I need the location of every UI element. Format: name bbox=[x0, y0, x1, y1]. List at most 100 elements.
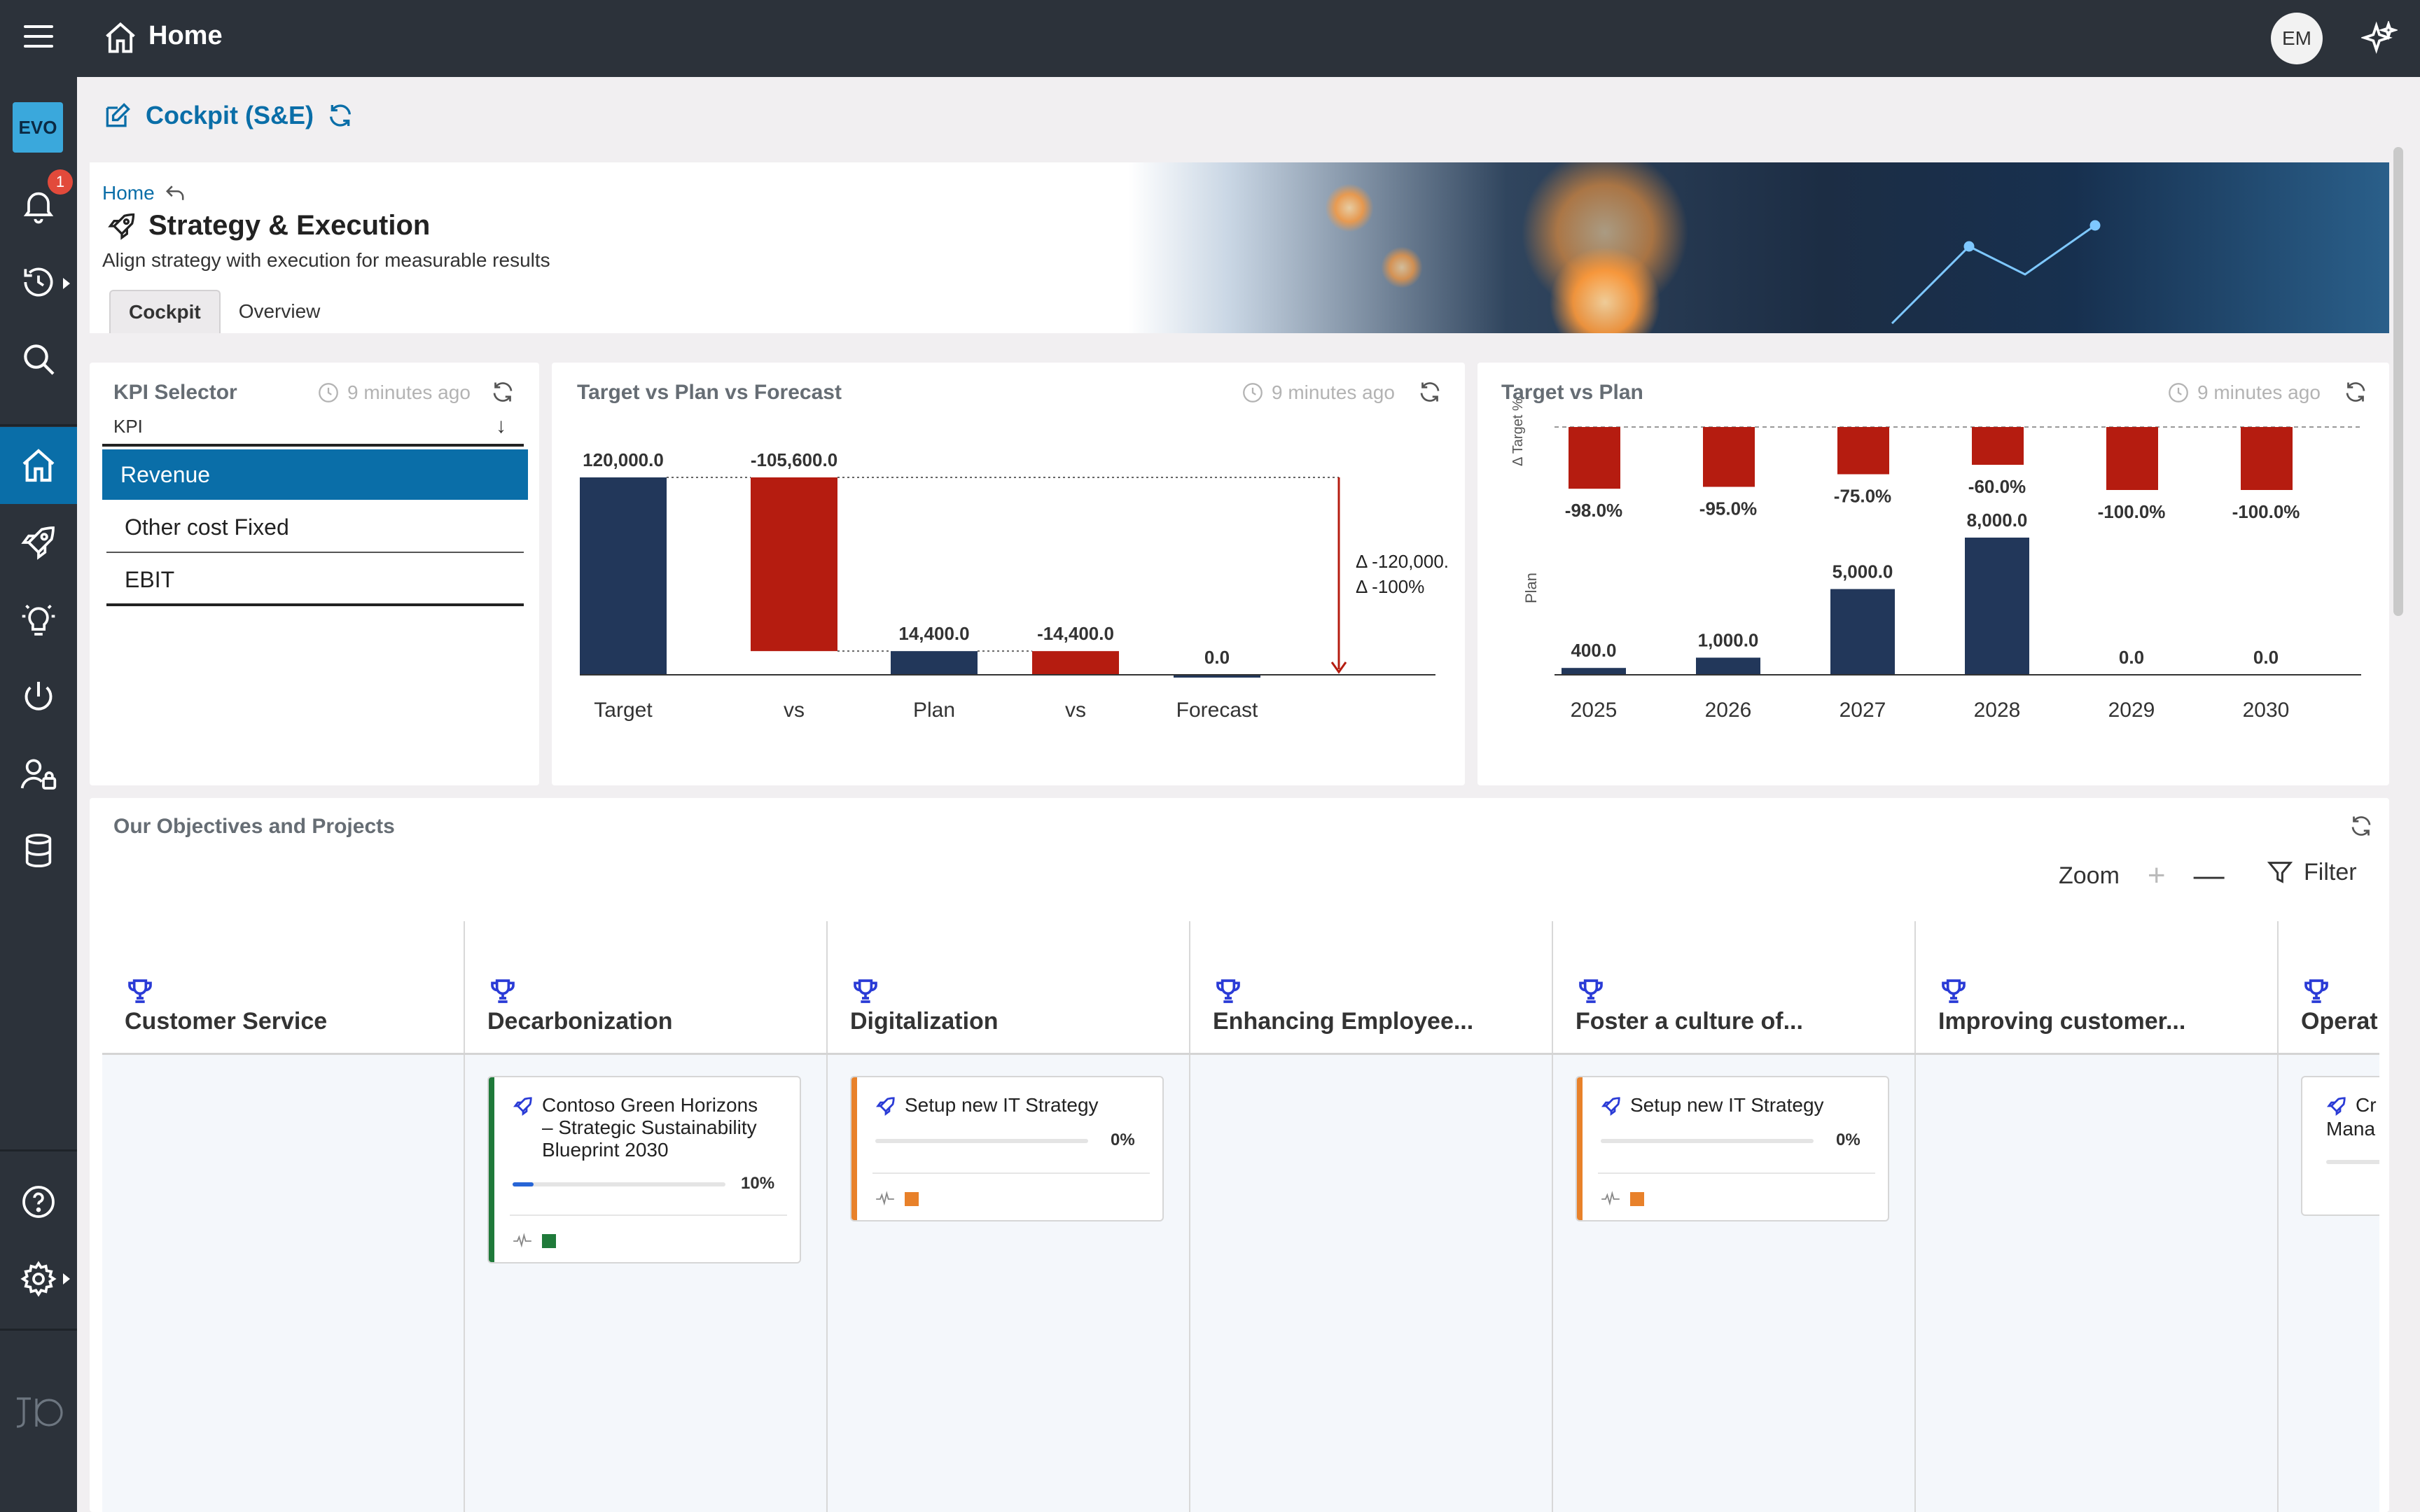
kpi-column-header: KPI bbox=[113, 416, 143, 437]
rocket-icon bbox=[513, 1097, 532, 1116]
objective-column[interactable]: Foster a culture of... bbox=[1553, 921, 1916, 1054]
waterfall-chart: 120,000.0 Target -105,600.0 vs 14,400.0 Plan -… bbox=[580, 449, 1435, 722]
tab-cockpit[interactable]: Cockpit bbox=[109, 290, 221, 333]
search-icon bbox=[24, 344, 55, 375]
sidebar-item-power[interactable] bbox=[0, 658, 77, 735]
project-progress-bar bbox=[513, 1182, 725, 1186]
data-label: -60.0% bbox=[1968, 476, 2026, 497]
project-progress-bar bbox=[2326, 1160, 2379, 1164]
x-tick-label: vs bbox=[1065, 699, 1086, 722]
rocket-icon bbox=[1601, 1097, 1620, 1116]
data-label: -100.0% bbox=[2098, 501, 2166, 522]
zoom-out-button[interactable]: — bbox=[2193, 858, 2225, 892]
kpi-option-revenue[interactable]: Revenue bbox=[102, 449, 528, 500]
project-card[interactable]: Setup new IT Strategy 0% bbox=[1576, 1076, 1889, 1222]
objective-column[interactable]: Digitalization bbox=[828, 921, 1190, 1054]
tab-overview[interactable]: Overview bbox=[238, 300, 321, 322]
filter-button[interactable]: Filter bbox=[2266, 858, 2357, 886]
sidebar-item-settings[interactable] bbox=[0, 1240, 77, 1317]
breadcrumb[interactable]: Home bbox=[102, 182, 187, 204]
objective-title: Operat bbox=[2301, 1008, 2378, 1035]
app-logo[interactable]: EVO bbox=[13, 102, 63, 153]
breadcrumb-home[interactable]: Home bbox=[102, 182, 155, 204]
refresh-icon[interactable] bbox=[2349, 813, 2374, 839]
sidebar-item-notifications[interactable] bbox=[0, 167, 77, 244]
user-avatar[interactable]: EM bbox=[2271, 13, 2323, 64]
sidebar: EVO 1 bbox=[0, 77, 77, 1512]
project-title: Cr bbox=[2326, 1094, 2377, 1116]
objectives-section: Our Objectives and Projects Zoom + — Fil… bbox=[90, 798, 2389, 1512]
activity-icon[interactable] bbox=[1601, 1191, 1620, 1208]
banner-image bbox=[1129, 162, 2389, 333]
user-lock-icon bbox=[20, 759, 57, 790]
delta-annotation: Δ -120,000. Δ -100% bbox=[1356, 549, 1449, 599]
refresh-icon[interactable] bbox=[2343, 379, 2368, 405]
target-delta-bar bbox=[1569, 427, 1620, 489]
target-delta-bar bbox=[1703, 427, 1755, 487]
kpi-option-ebit[interactable]: EBIT bbox=[106, 556, 524, 606]
vertical-scrollbar[interactable] bbox=[2393, 147, 2403, 616]
plan-bar bbox=[1696, 657, 1760, 675]
target-delta-bar bbox=[1972, 427, 2024, 465]
refresh-icon[interactable] bbox=[326, 102, 354, 130]
objective-column-body: Setup new IT Strategy 0% bbox=[1553, 1055, 1916, 1512]
target-vs-plan-card: Target vs Plan 9 minutes ago -98.0% 400.0… bbox=[1477, 363, 2389, 785]
objective-title: Customer Service bbox=[125, 1008, 328, 1035]
target-plan-forecast-card: Target vs Plan vs Forecast 9 minutes ago… bbox=[552, 363, 1465, 785]
sidebar-item-strategy[interactable] bbox=[0, 504, 77, 581]
sidebar-item-home[interactable] bbox=[0, 427, 77, 504]
objective-column[interactable]: Enhancing Employee... bbox=[1190, 921, 1553, 1054]
objective-column[interactable]: Improving customer... bbox=[1916, 921, 2279, 1054]
back-arrow-icon[interactable] bbox=[163, 183, 187, 203]
sidebar-item-search[interactable] bbox=[0, 321, 77, 398]
x-tick-label: 2028 bbox=[1974, 699, 2021, 722]
updated-timestamp: 9 minutes ago bbox=[2167, 381, 2321, 405]
edit-icon[interactable] bbox=[102, 100, 133, 131]
axis-label: Plan bbox=[1522, 573, 1540, 603]
delta-percent: Δ -100% bbox=[1356, 576, 1425, 597]
project-title: Contoso Green Horizons – Strategic Susta… bbox=[513, 1094, 758, 1161]
project-card[interactable]: Cr Mana bbox=[2301, 1076, 2379, 1216]
sparkle-icon[interactable] bbox=[2361, 21, 2398, 57]
sidebar-item-history[interactable] bbox=[0, 244, 77, 321]
project-accent bbox=[1577, 1077, 1583, 1220]
waterfall-bar bbox=[1032, 651, 1119, 675]
project-card[interactable]: Setup new IT Strategy 0% bbox=[850, 1076, 1164, 1222]
waterfall-bar bbox=[751, 477, 837, 652]
sidebar-item-data[interactable] bbox=[0, 812, 77, 889]
data-label: 400.0 bbox=[1571, 640, 1616, 661]
zoom-in-button[interactable]: + bbox=[2147, 858, 2166, 892]
objective-column-body bbox=[102, 1055, 465, 1512]
data-label: 14,400.0 bbox=[898, 623, 969, 644]
data-label: 1,000.0 bbox=[1698, 630, 1759, 651]
objective-column[interactable]: Operat bbox=[2279, 921, 2379, 1054]
project-title: Setup new IT Strategy bbox=[875, 1094, 1099, 1116]
data-label: 8,000.0 bbox=[1967, 510, 2028, 531]
page-title: Cockpit (S&E) bbox=[146, 101, 314, 130]
rocket-icon bbox=[108, 213, 135, 240]
menu-icon[interactable] bbox=[24, 25, 53, 50]
status-indicator bbox=[905, 1192, 919, 1206]
objective-column[interactable]: Decarbonization bbox=[465, 921, 828, 1054]
data-label: 0.0 bbox=[1204, 647, 1230, 668]
sort-arrow-icon[interactable]: ↓ bbox=[496, 414, 506, 438]
data-label: -14,400.0 bbox=[1037, 623, 1114, 644]
home-icon[interactable] bbox=[102, 20, 139, 56]
trophy-icon bbox=[2304, 979, 2328, 1003]
clock-icon bbox=[1243, 383, 1263, 402]
activity-icon[interactable] bbox=[875, 1191, 895, 1208]
kpi-option-other-cost-fixed[interactable]: Other cost Fixed bbox=[106, 503, 524, 553]
notification-badge: 1 bbox=[48, 169, 73, 195]
card-title: KPI Selector bbox=[113, 381, 237, 404]
sidebar-item-users[interactable] bbox=[0, 735, 77, 812]
activity-icon[interactable] bbox=[513, 1233, 532, 1250]
sidebar-item-ideas[interactable] bbox=[0, 581, 77, 658]
objective-column[interactable]: Customer Service bbox=[102, 921, 465, 1054]
sidebar-item-help[interactable] bbox=[0, 1163, 77, 1240]
banner-header: Strategy & Execution bbox=[106, 210, 430, 241]
refresh-icon[interactable] bbox=[490, 379, 515, 405]
trophy-icon bbox=[854, 979, 877, 1003]
updated-timestamp: 9 minutes ago bbox=[1241, 381, 1395, 405]
refresh-icon[interactable] bbox=[1417, 379, 1442, 405]
project-card[interactable]: Contoso Green Horizons – Strategic Susta… bbox=[487, 1076, 801, 1264]
